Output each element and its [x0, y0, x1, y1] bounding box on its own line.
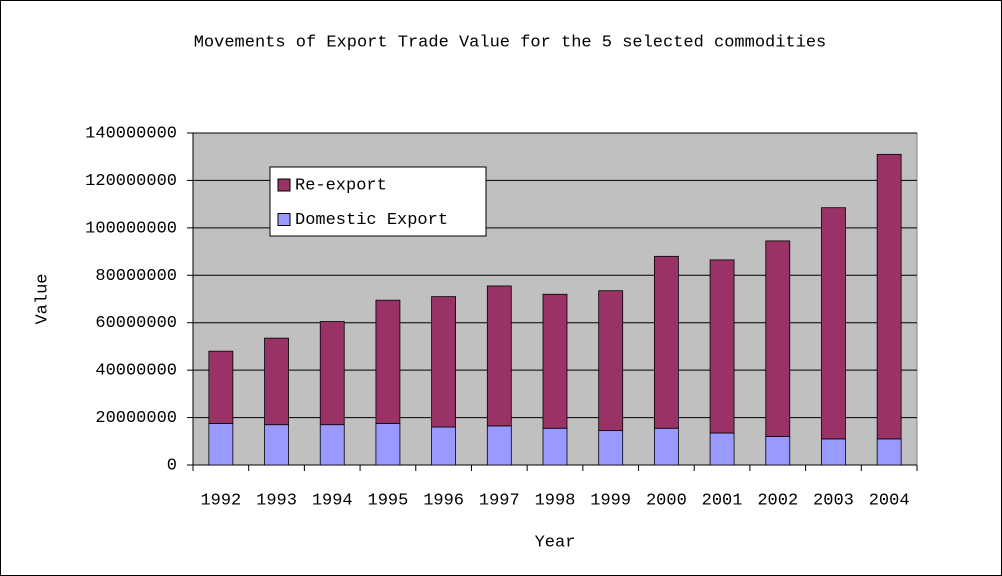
x-tick-label: 1997 — [479, 491, 520, 510]
x-tick-label: 1992 — [200, 491, 241, 510]
bar-segment — [319, 424, 345, 466]
bar-segment — [542, 427, 568, 466]
bar-segment — [653, 255, 679, 429]
y-tick-label: 0 — [167, 456, 177, 475]
x-tick-label: 2004 — [869, 491, 910, 510]
bar-segment — [431, 296, 457, 428]
bar-segment — [431, 426, 457, 466]
y-tick-label: 40000000 — [95, 362, 177, 381]
y-tick-label: 80000000 — [95, 267, 177, 286]
bar-segment — [264, 424, 289, 466]
x-tick-label: 2001 — [702, 491, 743, 510]
bar-segment — [264, 337, 289, 426]
y-tick-label: 100000000 — [85, 219, 177, 238]
y-tick-label: 120000000 — [85, 172, 177, 191]
x-tick-label: 1993 — [256, 491, 297, 510]
bar-segment — [709, 259, 735, 434]
legend-box — [269, 166, 487, 237]
legend-swatch — [277, 213, 291, 226]
legend-label: Re-export — [295, 176, 387, 195]
bar-segment — [319, 321, 345, 426]
bar-segment — [375, 423, 401, 466]
x-tick-label: 1999 — [590, 491, 631, 510]
y-tick-label: 140000000 — [85, 124, 177, 143]
bar-segment — [821, 207, 846, 440]
y-tick-label: 60000000 — [95, 314, 177, 333]
x-tick-label: 2003 — [813, 491, 854, 510]
x-tick-label: 2000 — [646, 491, 687, 510]
x-tick-label: 1994 — [312, 491, 353, 510]
legend-swatch — [277, 178, 291, 192]
bar-segment — [486, 285, 512, 427]
bar-segment — [709, 432, 735, 466]
x-axis-label: Year — [535, 533, 576, 552]
x-tick-label: 1996 — [423, 491, 464, 510]
bar-segment — [542, 293, 568, 429]
chart-title: Movements of Export Trade Value for the … — [194, 33, 827, 52]
bar-segment — [876, 153, 902, 440]
bar-segment — [765, 436, 791, 466]
bar-segment — [208, 350, 234, 424]
bar-segment — [598, 290, 624, 432]
bar-segment — [653, 427, 679, 466]
bar-segment — [375, 299, 401, 424]
bar-segment — [208, 423, 234, 466]
bar-segment — [598, 430, 624, 466]
x-tick-label: 1995 — [368, 491, 409, 510]
bar-segment — [765, 240, 791, 437]
x-tick-label: 1998 — [535, 491, 576, 510]
bar-segment — [821, 438, 846, 466]
y-axis-label: Value — [33, 273, 52, 324]
bar-segment — [486, 425, 512, 466]
legend-label: Domestic Export — [295, 211, 448, 230]
y-tick-label: 20000000 — [95, 409, 177, 428]
x-tick-label: 2002 — [757, 491, 798, 510]
bar-segment — [876, 438, 902, 466]
